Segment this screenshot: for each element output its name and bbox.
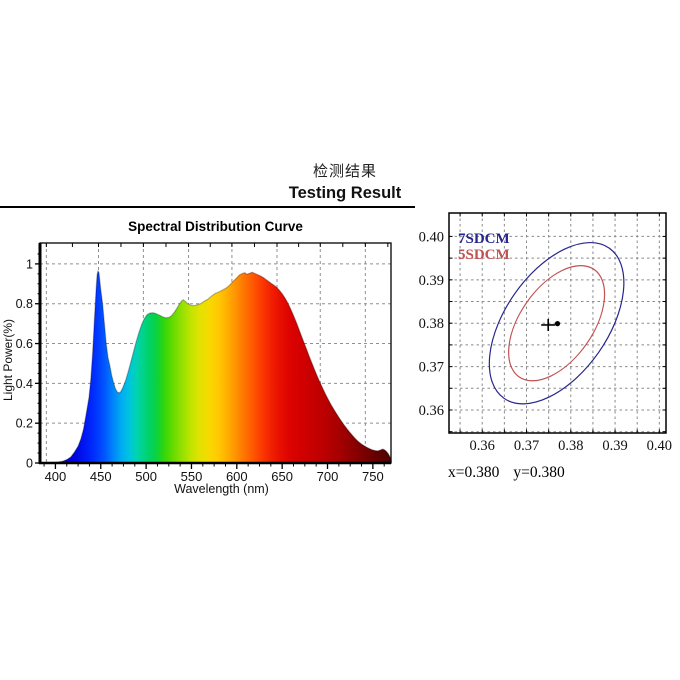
x-axis-tick-label: 650 (271, 469, 293, 484)
y-axis-tick-label: 0.4 (16, 377, 33, 391)
y-axis-tick-label: 0.39 (419, 273, 444, 289)
measured-point-marker (554, 321, 561, 327)
y-axis-label: Light Power(%) (1, 319, 15, 401)
x-axis-tick-label: 500 (135, 469, 157, 484)
chromaticity-y-value: y=0.380 (513, 464, 565, 481)
x-axis-tick-label: 400 (45, 469, 67, 484)
x-axis-tick-label: 0.39 (602, 438, 627, 454)
chromaticity-x-value: x=0.380 (448, 464, 500, 481)
x-axis-tick-label: 750 (362, 469, 384, 484)
x-axis-tick-label: 600 (226, 469, 248, 484)
y-axis-tick-label: 0.6 (16, 337, 33, 351)
y-axis-tick-label: 0 (26, 457, 33, 471)
ellipse-7sdcm (488, 241, 625, 405)
spectral-curve-area (39, 270, 392, 464)
spectral-distribution-chart: 400 450 500 550 600 650 700 750 0 0.2 0.4 0.6 0.8 1 Sp… (0, 215, 420, 505)
report-title-zh: 检测结果 (312, 163, 377, 180)
legend-label-5sdcm: 5SDCM (458, 247, 510, 263)
report-header: 检测结果 Testing Result (230, 160, 460, 203)
y-axis-tick-label: 0.8 (16, 297, 33, 311)
x-axis-tick-label: 0.36 (470, 438, 495, 454)
chart-title: Spectral Distribution Curve (128, 219, 303, 234)
ellipse-5sdcm (508, 265, 606, 382)
report-title-en: Testing Result (288, 184, 402, 202)
x-axis-tick-label: 0.37 (514, 438, 539, 454)
y-axis-tick-label: 0.40 (419, 229, 444, 245)
chromaticity-reading: x=0.380 y=0.380 (448, 464, 579, 482)
y-axis-tick-label: 0.37 (419, 360, 444, 376)
y-axis-tick-label: 0.38 (419, 316, 444, 332)
plot-frame (448, 212, 667, 434)
x-axis-tick-label: 550 (181, 469, 203, 484)
x-axis-tick-label: 0.38 (558, 438, 583, 454)
y-axis-tick-label: 1 (26, 257, 33, 271)
header-divider (0, 206, 440, 208)
x-axis-tick-label: 700 (317, 469, 339, 484)
x-axis-label: Wavelength (nm) (174, 482, 269, 496)
x-axis-tick-label: 0.40 (647, 438, 672, 454)
legend-label-7sdcm: 7SDCM (458, 231, 510, 247)
y-axis-tick-label: 0.36 (419, 403, 444, 419)
x-axis-tick-label: 450 (90, 469, 112, 484)
y-axis-tick-label: 0.2 (16, 417, 33, 431)
